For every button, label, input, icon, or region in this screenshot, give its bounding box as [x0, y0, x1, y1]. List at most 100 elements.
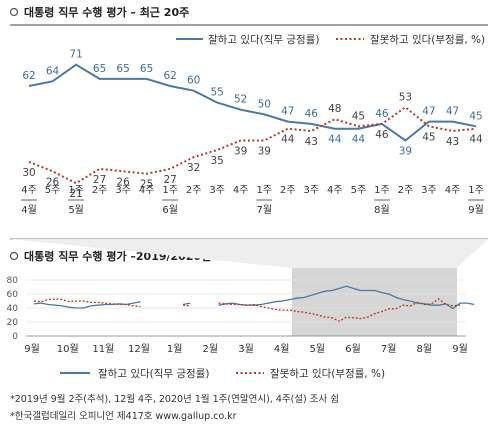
approve-label: 65 — [116, 63, 129, 75]
x-tick-label: 4주 — [233, 185, 249, 196]
disapprove-label: 53 — [399, 91, 412, 103]
top-chart-title: 대통령 직무 수행 평가 – 최근 20주 — [24, 5, 189, 19]
approve-label: 60 — [187, 75, 200, 87]
x-month-label: 1월 — [167, 343, 183, 355]
disapprove-line — [28, 106, 477, 185]
disapprove-label: 30 — [22, 167, 35, 179]
highlight-region — [292, 268, 457, 336]
disapprove-label: 44 — [469, 134, 483, 146]
x-tick-label: 3주 — [209, 185, 225, 196]
disapprove-label: 43 — [305, 136, 318, 148]
approve-label: 52 — [234, 94, 247, 106]
approve-label: 46 — [305, 108, 319, 120]
x-tick-label: 2주 — [92, 185, 108, 196]
x-tick-label: 1주 — [374, 185, 390, 196]
approve-label: 71 — [69, 49, 82, 61]
x-tick-label: 1주 — [68, 185, 84, 196]
x-month-label: 2월 — [203, 343, 219, 355]
x-tick-label: 4주 — [327, 185, 343, 196]
x-tick-label: 3주 — [304, 185, 320, 196]
footnote-survey-gaps: *2019년 9월 2주(추석), 12월 4주, 2020년 1월 1주(연말… — [10, 394, 340, 405]
disapprove-label: 26 — [46, 176, 60, 188]
approve-line — [28, 63, 477, 142]
x-tick-month-label: 8월 — [374, 204, 390, 216]
disapprove-label: 44 — [281, 134, 295, 146]
disapprove-label: 21 — [69, 188, 82, 200]
approve-label: 65 — [93, 63, 106, 75]
x-month-label: 11월 — [92, 343, 114, 355]
approve-line-full — [218, 285, 475, 310]
top-legend-disapprove: 잘못하고 있다(부정률, %) — [370, 33, 485, 46]
approve-label: 46 — [375, 108, 389, 120]
approve-label: 44 — [352, 134, 366, 146]
disapprove-label: 43 — [446, 136, 459, 148]
x-month-label: 10월 — [57, 343, 79, 355]
disapprove-label: 46 — [375, 129, 389, 141]
x-tick-label: 4주 — [445, 185, 461, 196]
approve-label: 62 — [22, 70, 35, 82]
x-month-label: 9월 — [24, 343, 40, 355]
x-tick-month-label: 4월 — [21, 204, 37, 216]
x-tick-label: 1주 — [468, 185, 484, 196]
approve-line-full — [182, 302, 191, 306]
x-month-label: 12월 — [128, 343, 150, 355]
disapprove-label: 27 — [93, 174, 106, 186]
zoom-connector — [10, 239, 488, 268]
approve-label: 47 — [281, 106, 294, 118]
title-bullet-icon-2 — [9, 251, 19, 261]
title-bullet-icon — [9, 7, 19, 17]
x-month-label: 3월 — [238, 343, 254, 355]
x-month-label: 8월 — [417, 343, 433, 355]
approve-label: 50 — [258, 98, 271, 110]
x-month-label: 5월 — [310, 343, 326, 355]
disapprove-line-full — [33, 298, 141, 308]
approve-label: 45 — [469, 110, 482, 122]
x-tick-label: 2주 — [398, 185, 414, 196]
x-tick-label: 4주 — [139, 185, 155, 196]
approve-label: 62 — [164, 70, 177, 82]
x-month-label: 4월 — [274, 343, 290, 355]
disapprove-label: 48 — [328, 103, 341, 115]
x-tick-month-label: 7월 — [257, 204, 273, 216]
bottom-plot: 0 20 40 60 80 9월 10월 11월 12월 1월 2월 3월 4월 5월 6월 7월 8월 9월 — [7, 239, 488, 355]
approve-label: 47 — [446, 106, 459, 118]
disapprove-label: 45 — [352, 110, 365, 122]
x-tick-label: 3주 — [421, 185, 437, 196]
approve-line-full — [33, 301, 141, 309]
top-legend-approve: 잘하고 있다(직무 긍정률) — [208, 33, 319, 46]
disapprove-label: 26 — [116, 176, 130, 188]
x-tick-label: 5주 — [45, 185, 61, 196]
disapprove-label: 35 — [211, 155, 224, 167]
y-tick-label: 20 — [7, 318, 19, 328]
x-month-label: 6월 — [345, 343, 361, 355]
disapprove-line-full — [218, 298, 461, 323]
y-tick-label: 40 — [7, 304, 19, 314]
x-tick-label: 5주 — [351, 185, 367, 196]
disapprove-label: 27 — [164, 174, 177, 186]
x-tick-label: 1주 — [257, 185, 273, 196]
x-tick-month-label: 6월 — [162, 204, 178, 216]
approve-label: 64 — [46, 65, 60, 77]
disapprove-label: 32 — [187, 162, 200, 174]
x-tick-label: 3주 — [115, 185, 131, 196]
x-tick-month-label: 9월 — [468, 204, 484, 216]
x-month-label: 7월 — [381, 343, 397, 355]
footnote-source: *한국갤럽데일리 오피니언 제417호 www.gallup.co.kr — [10, 411, 237, 422]
disapprove-label: 25 — [140, 179, 153, 191]
y-tick-label: 80 — [7, 276, 19, 286]
y-tick-label: 60 — [7, 290, 19, 300]
x-month-label: 9월 — [452, 343, 468, 355]
approve-label: 39 — [399, 146, 412, 158]
bottom-legend-disapprove: 잘못하고 있다(부정률, %) — [270, 367, 385, 380]
top-plot: 62 64 71 65 65 65 62 60 55 52 50 47 46 44 44 46 39 47 47 45… — [21, 49, 484, 216]
bottom-legend-approve: 잘하고 있다(직무 긍정률) — [98, 367, 209, 380]
x-tick-month-label: 5월 — [68, 204, 84, 216]
approve-label: 65 — [140, 63, 153, 75]
x-tick-label: 4주 — [21, 185, 37, 196]
disapprove-label: 39 — [258, 146, 271, 158]
approve-label: 47 — [422, 106, 435, 118]
x-tick-label: 2주 — [280, 185, 296, 196]
x-tick-label: 1주 — [162, 185, 178, 196]
y-tick-label: 0 — [12, 332, 18, 342]
